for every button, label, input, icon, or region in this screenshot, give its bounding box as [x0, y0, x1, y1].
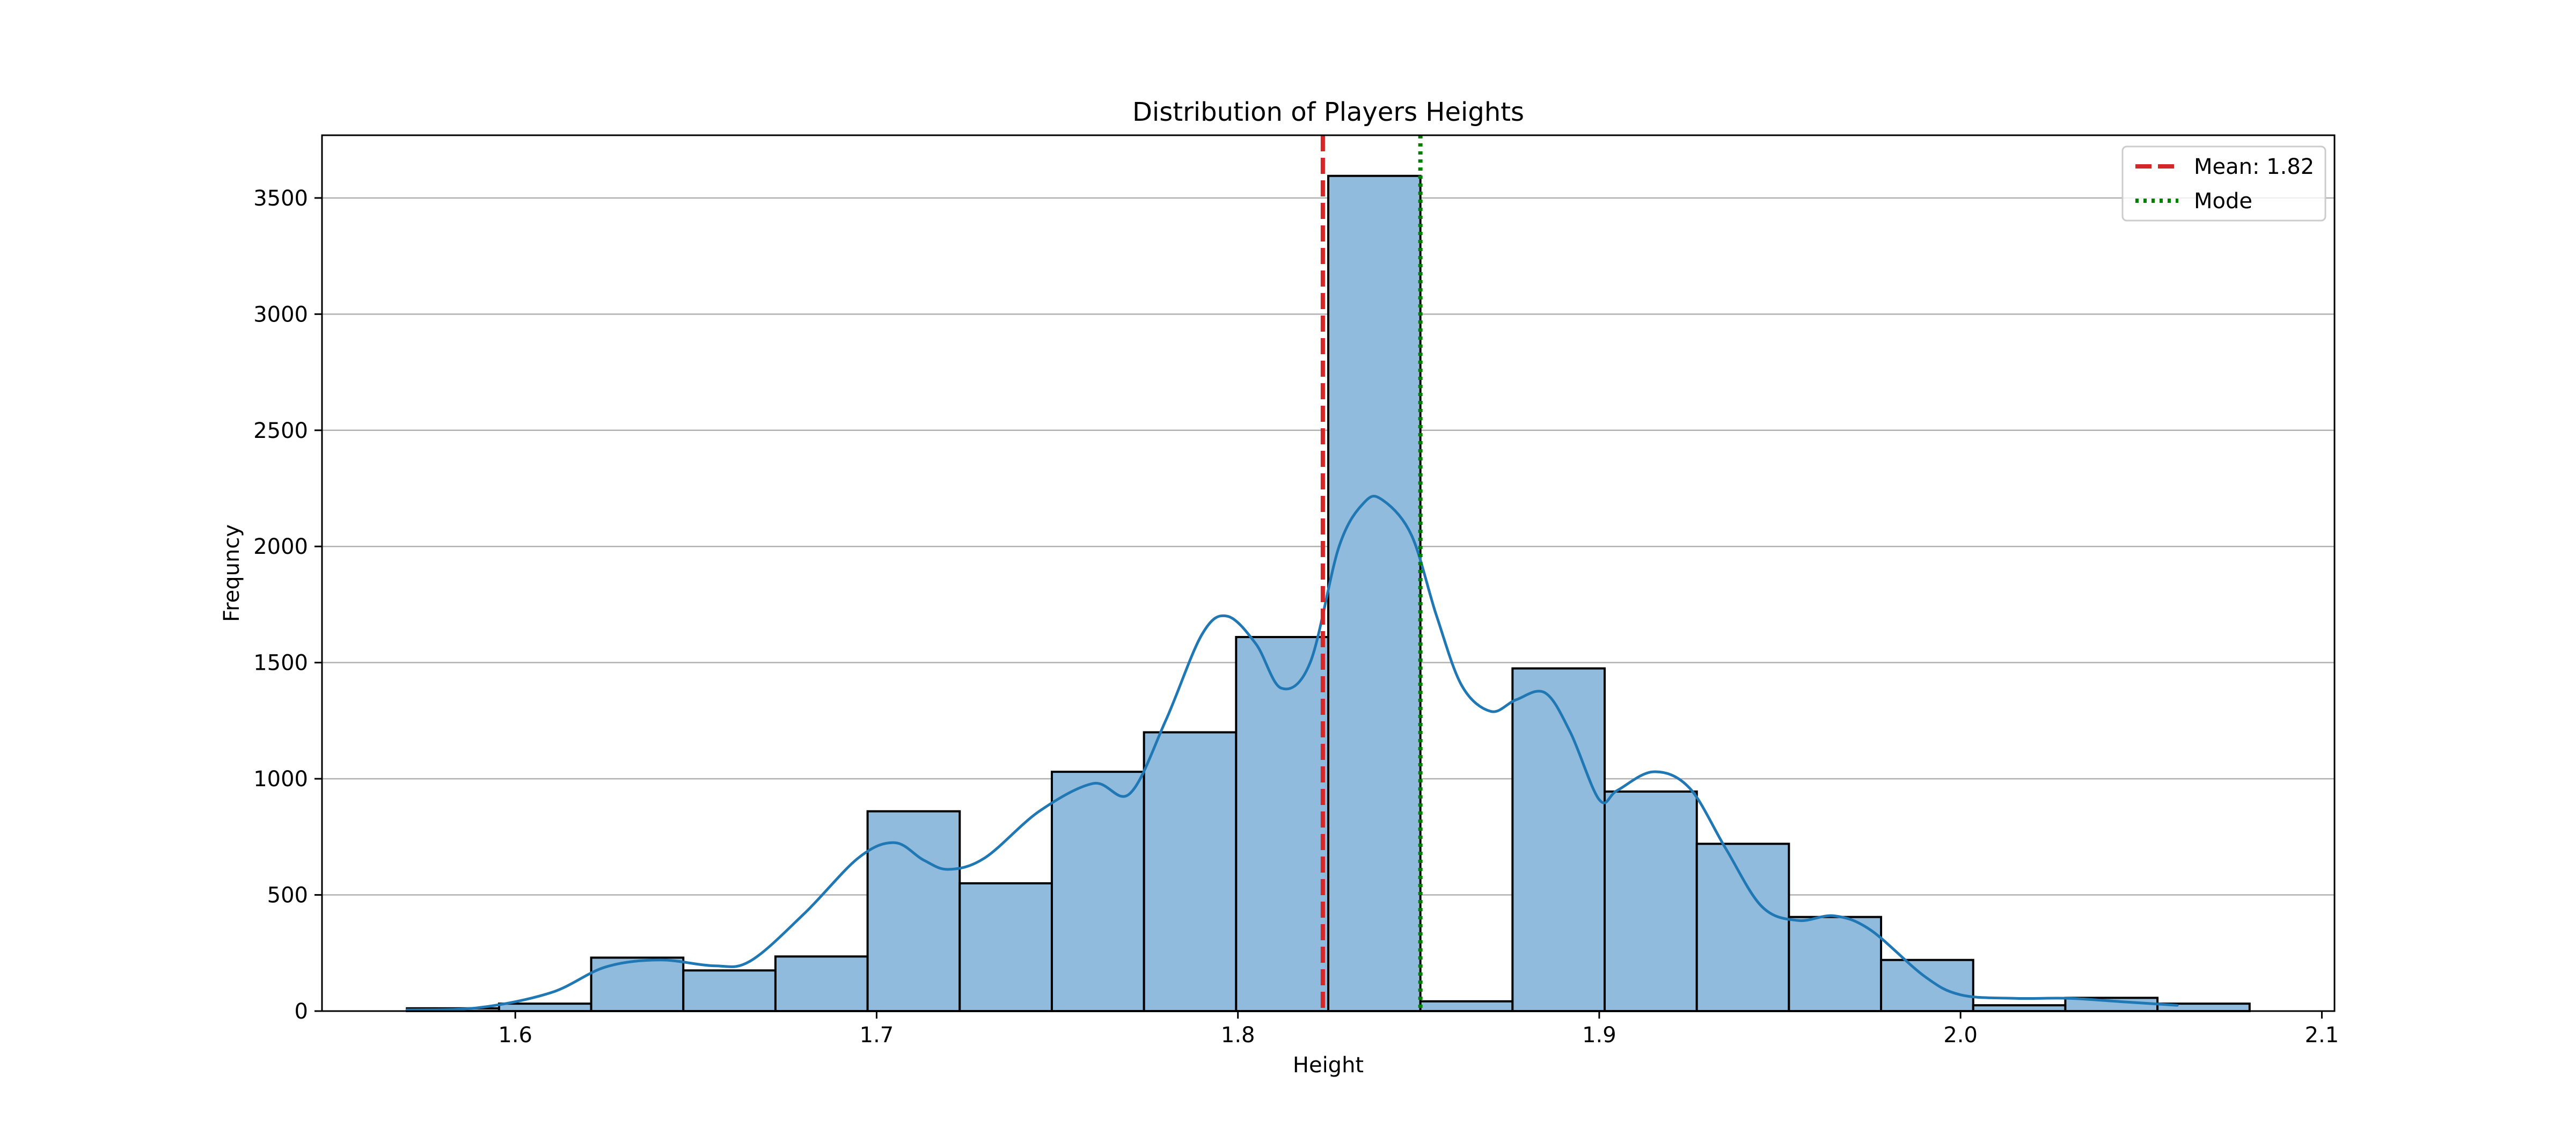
y-tick-label: 500	[267, 883, 308, 908]
x-tick-label: 1.7	[860, 1023, 894, 1048]
histogram-bar	[774, 955, 869, 1012]
histogram-bar	[1604, 790, 1698, 1012]
x-tick-label: 1.6	[498, 1023, 532, 1048]
reference-lines	[1320, 135, 1423, 1011]
legend: Mean: 1.82 Mode	[2121, 145, 2326, 222]
y-axis-label: Frequncy	[219, 524, 244, 622]
x-tick-label: 1.8	[1221, 1023, 1255, 1048]
histogram-bar	[1880, 958, 1974, 1012]
x-tick-label: 2.0	[1943, 1023, 1978, 1048]
legend-label: Mean: 1.82	[2194, 155, 2314, 179]
histogram-bar	[682, 969, 777, 1012]
histogram-bar	[1972, 1004, 2067, 1013]
histogram-bar	[1327, 174, 1422, 1012]
histogram-bar	[1235, 636, 1329, 1012]
legend-label: Mode	[2194, 189, 2252, 214]
kde-curve	[405, 495, 2179, 1012]
y-tick-label: 2000	[253, 535, 308, 559]
y-tick-label: 3000	[253, 302, 308, 327]
y-tick-label: 3500	[253, 186, 308, 211]
y-tick-label: 0	[295, 999, 308, 1024]
plot-frame	[321, 134, 2336, 1012]
histogram-bar	[958, 882, 1053, 1012]
histogram-bar	[1419, 1000, 1514, 1013]
y-tick-label: 2500	[253, 419, 308, 443]
histogram-bar	[1050, 771, 1145, 1013]
x-axis-ticks: 1.6 1.7 1.8 1.9 2.0 2.1	[498, 1011, 2339, 1048]
x-axis-label: Height	[1293, 1053, 1364, 1078]
y-tick-label: 1000	[253, 767, 308, 792]
histogram-bar	[1511, 667, 1606, 1012]
histogram-bar	[1788, 916, 1883, 1013]
histogram-bar	[590, 956, 685, 1013]
histogram-bar	[497, 1002, 592, 1012]
histogram-bar	[1143, 731, 1238, 1012]
y-tick-label: 1500	[253, 651, 308, 676]
y-axis-ticks: 0 500 1000 1500 2000 2500 3000 3500	[253, 186, 322, 1024]
histogram-bar	[866, 810, 961, 1012]
histogram-bars	[406, 174, 2251, 1013]
chart-title: Distribution of Players Heights	[1132, 97, 1524, 127]
x-tick-label: 1.9	[1582, 1023, 1616, 1048]
histogram-bar	[1695, 843, 1790, 1013]
x-tick-label: 2.1	[2305, 1023, 2339, 1048]
